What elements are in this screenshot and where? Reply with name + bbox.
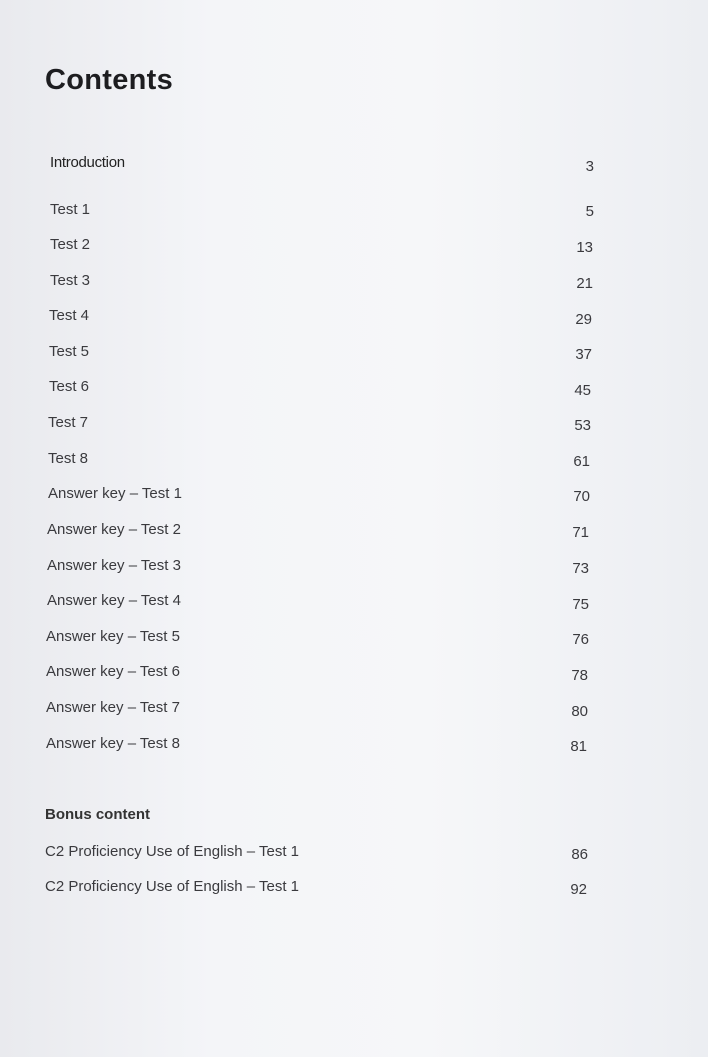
entry-label: C2 Proficiency Use of English – Test 1 [45, 878, 300, 895]
entry-label: Answer key – Test 7 [46, 699, 180, 716]
entry-page-number: 45 [574, 382, 591, 399]
entry-page-number: 3 [585, 158, 594, 175]
entry-page-number: 75 [572, 596, 589, 613]
entry-page-number: 78 [571, 667, 588, 684]
entry-page-number: 37 [575, 346, 592, 363]
entry-label: Answer key – Test 4 [47, 592, 181, 609]
entry-page-number: 13 [576, 239, 593, 256]
entry-label: Answer key – Test 2 [47, 521, 181, 538]
entry-label: Test 6 [49, 378, 90, 395]
entry-page-number: 5 [585, 203, 594, 220]
entry-page-number: 76 [572, 631, 589, 648]
entry-label: Test 7 [48, 414, 89, 431]
entry-label: Test 4 [49, 307, 90, 324]
entry-label: Test 2 [50, 236, 91, 253]
bonus-heading: Bonus content [45, 806, 150, 823]
entry-page-number: 29 [575, 311, 592, 328]
entry-label: Answer key – Test 1 [48, 485, 182, 502]
entry-label: Answer key – Test 8 [46, 735, 180, 752]
entry-page-number: 86 [571, 846, 588, 863]
entry-label: Answer key – Test 5 [46, 628, 180, 645]
entry-page-number: 71 [572, 524, 589, 541]
entry-label: Test 8 [48, 450, 89, 467]
entry-page-number: 61 [573, 453, 590, 470]
entry-label: C2 Proficiency Use of English – Test 1 [45, 843, 300, 860]
entry-label: Introduction [50, 154, 125, 171]
entry-label: Test 3 [50, 272, 91, 289]
page-title: Contents [45, 64, 174, 96]
entry-page-number: 80 [571, 703, 588, 720]
entry-page-number: 21 [576, 275, 593, 292]
entry-label: Answer key – Test 6 [46, 663, 180, 680]
entry-page-number: 70 [573, 488, 590, 505]
entry-label: Test 1 [50, 201, 91, 218]
entry-page-number: 92 [570, 881, 587, 898]
entry-label: Answer key – Test 3 [47, 557, 181, 574]
entry-page-number: 73 [572, 560, 589, 577]
entry-page-number: 53 [574, 417, 591, 434]
entry-page-number: 81 [570, 738, 587, 755]
entry-label: Test 5 [49, 343, 90, 360]
